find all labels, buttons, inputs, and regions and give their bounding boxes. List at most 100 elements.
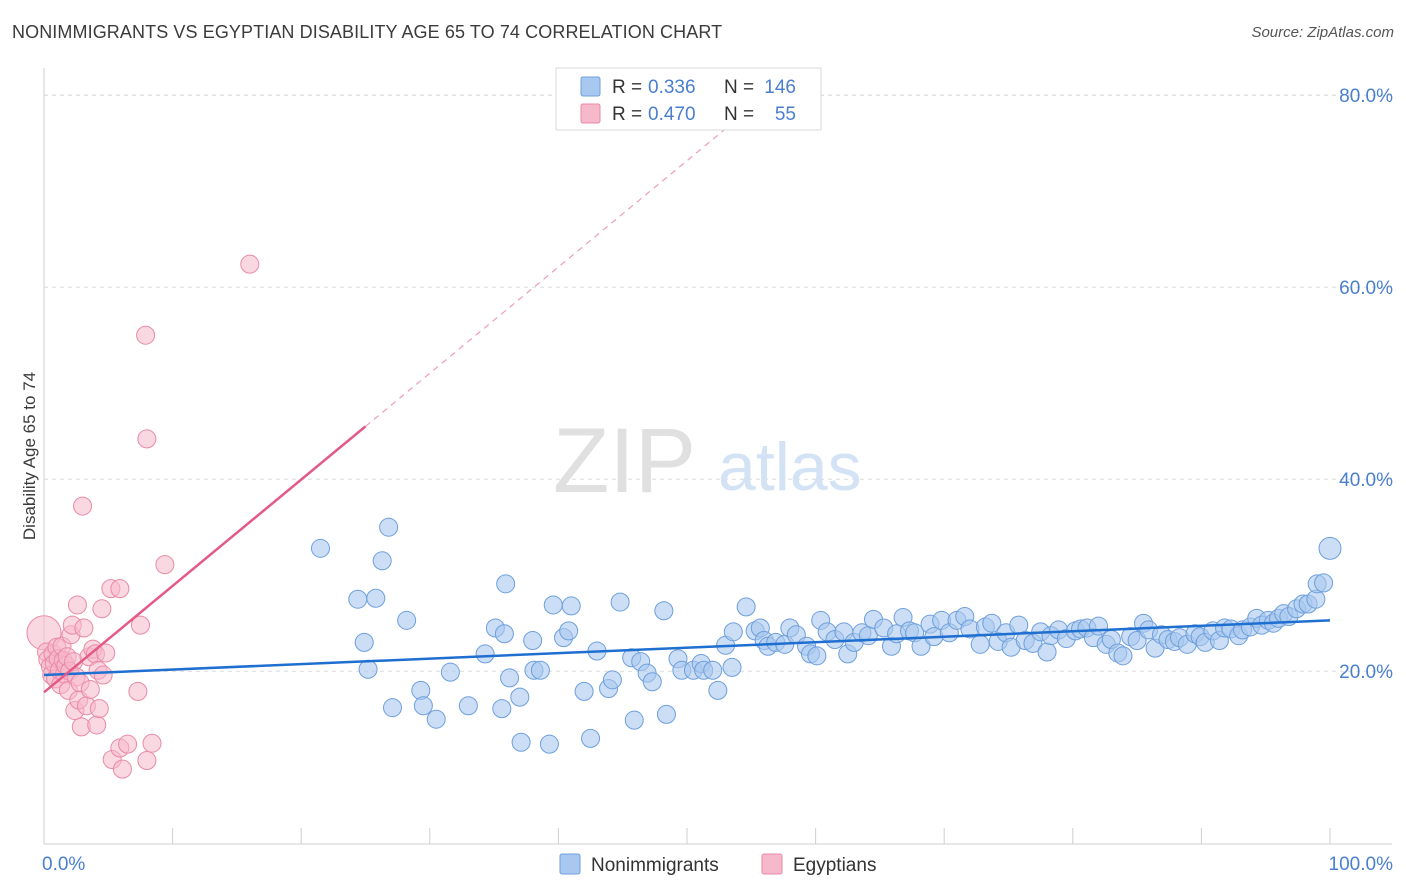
legend-r-label-1: R = (612, 77, 642, 98)
watermark: ZIP atlas (553, 410, 862, 512)
grid-layer (44, 94, 1392, 672)
egyptians-points (26, 254, 260, 779)
egyptians-point-47 (128, 681, 148, 701)
nonimmigrants-point-19 (510, 687, 530, 707)
nonimmigrants-point-20 (511, 732, 531, 752)
legend-egyptians-swatch (761, 853, 783, 875)
nonimmigrants-point-18 (500, 668, 520, 688)
nonimmigrants-point-1 (379, 517, 399, 537)
stats-legend: R = 0.336 N = 146 R = 0.470 N = 55 (555, 67, 822, 131)
egyptians-point-35 (87, 715, 107, 735)
y-tick-label-3: 80.0% (1339, 86, 1393, 107)
nonimmigrants-point-10 (413, 696, 433, 716)
y-tick-label-0: 20.0% (1339, 662, 1393, 683)
egyptians-point-49 (136, 325, 156, 345)
nonimmigrants-point-98 (1037, 642, 1057, 662)
tick-labels: 20.0% 40.0% 60.0% 80.0% 0.0% 100.0% (42, 86, 1393, 875)
legend-nonimmigrants-label: Nonimmigrants (591, 855, 719, 876)
egyptians-point-40 (96, 643, 116, 663)
nonimmigrants-point-51 (722, 657, 742, 677)
nonimmigrants-point-30 (574, 681, 594, 701)
nonimmigrants-point-6 (358, 659, 378, 679)
nonimmigrants-point-106 (1089, 616, 1109, 636)
egyptians-point-52 (142, 733, 162, 753)
nonimmigrants-point-0 (310, 538, 330, 558)
egyptians-point-45 (112, 759, 132, 779)
egyptians-point-54 (240, 254, 260, 274)
legend-r-value-2: 0.470 (648, 104, 696, 125)
legend-n-label-2: N = (724, 104, 754, 125)
nonimmigrants-point-12 (440, 662, 460, 682)
nonimmigrants-points (310, 517, 1342, 754)
legend-swatch-pink (580, 103, 601, 124)
nonimmigrants-point-110 (1113, 646, 1133, 666)
y-tick-label-1: 40.0% (1339, 470, 1393, 491)
source-label: Source: ZipAtlas.com (1251, 24, 1394, 41)
nonimmigrants-point-34 (602, 670, 622, 690)
watermark-zip: ZIP (553, 410, 696, 512)
egyptians-point-29 (74, 618, 94, 638)
nonimmigrants-point-8 (383, 698, 403, 718)
nonimmigrants-point-14 (475, 644, 495, 664)
nonimmigrants-point-25 (539, 734, 559, 754)
y-tick-label-2: 60.0% (1339, 278, 1393, 299)
egyptians-point-51 (137, 750, 157, 770)
watermark-atlas: atlas (718, 429, 862, 505)
nonimmigrants-point-4 (366, 588, 386, 608)
nonimmigrants-point-64 (807, 646, 827, 666)
nonimmigrants-point-42 (656, 704, 676, 724)
x-tick-label-0: 0.0% (42, 854, 85, 875)
nonimmigrants-point-24 (530, 660, 550, 680)
nonimmigrants-point-28 (559, 621, 579, 641)
legend-n-value-1: 146 (764, 77, 796, 98)
egyptians-point-48 (130, 615, 150, 635)
egyptians-point-53 (155, 555, 175, 575)
nonimmigrants-point-2 (372, 551, 392, 571)
nonimmigrants-point-17 (494, 624, 514, 644)
nonimmigrants-point-90 (982, 613, 1002, 633)
nonimmigrants-point-53 (736, 597, 756, 617)
legend-swatch-blue (580, 76, 601, 97)
nonimmigrants-point-52 (723, 622, 743, 642)
egyptians-point-37 (89, 699, 109, 719)
egyptians-point-28 (73, 496, 93, 516)
nonimmigrants-point-88 (970, 634, 990, 654)
axis-layer (43, 68, 1392, 845)
nonimmigrants-point-29 (561, 596, 581, 616)
legend-nonimmigrants-swatch (559, 853, 581, 875)
nonimmigrants-point-41 (654, 601, 674, 621)
nonimmigrants-point-21 (496, 574, 516, 594)
trend-lines (43, 128, 1331, 694)
egyptians-point-38 (92, 599, 112, 619)
nonimmigrants-trend-line (43, 619, 1331, 677)
nonimmigrants-point-7 (397, 610, 417, 630)
nonimmigrants-point-11 (426, 709, 446, 729)
series-legend: Nonimmigrants Egyptians (559, 853, 876, 876)
nonimmigrants-point-16 (492, 699, 512, 719)
legend-r-value-1: 0.336 (648, 77, 696, 98)
nonimmigrants-point-144 (1318, 536, 1342, 560)
egyptians-trend-extension (365, 128, 726, 427)
nonimmigrants-point-40 (642, 672, 662, 692)
egyptians-point-43 (110, 579, 130, 599)
nonimmigrants-point-26 (543, 595, 563, 615)
nonimmigrants-point-48 (703, 660, 723, 680)
egyptians-trend-line (43, 425, 367, 694)
x-tick-label-1: 100.0% (1329, 854, 1394, 875)
legend-egyptians-label: Egyptians (793, 855, 876, 876)
nonimmigrants-point-22 (523, 630, 543, 650)
chart-title: NONIMMIGRANTS VS EGYPTIAN DISABILITY AGE… (12, 22, 723, 42)
nonimmigrants-point-37 (624, 710, 644, 730)
nonimmigrants-point-3 (348, 589, 368, 609)
y-axis-label: Disability Age 65 to 74 (20, 372, 39, 540)
egyptians-point-24 (67, 595, 87, 615)
egyptians-point-50 (137, 429, 157, 449)
nonimmigrants-point-31 (581, 728, 601, 748)
nonimmigrants-point-13 (458, 696, 478, 716)
nonimmigrants-point-35 (610, 592, 630, 612)
nonimmigrants-point-5 (354, 632, 374, 652)
nonimmigrants-point-49 (708, 680, 728, 700)
egyptians-point-39 (93, 665, 113, 685)
legend-n-value-2: 55 (775, 104, 796, 125)
